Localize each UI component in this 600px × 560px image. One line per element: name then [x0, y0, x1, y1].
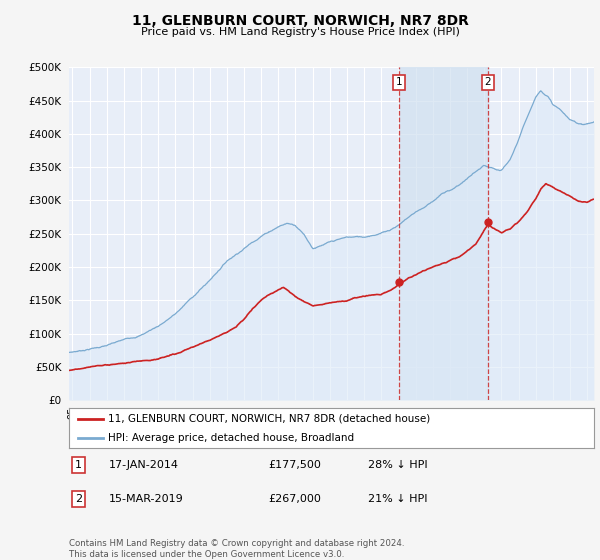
Text: HPI: Average price, detached house, Broadland: HPI: Average price, detached house, Broa…: [109, 433, 355, 443]
Text: 1: 1: [75, 460, 82, 470]
Text: 15-MAR-2019: 15-MAR-2019: [109, 494, 183, 504]
Text: 17-JAN-2014: 17-JAN-2014: [109, 460, 178, 470]
Text: 11, GLENBURN COURT, NORWICH, NR7 8DR: 11, GLENBURN COURT, NORWICH, NR7 8DR: [131, 14, 469, 28]
Text: 28% ↓ HPI: 28% ↓ HPI: [368, 460, 428, 470]
Bar: [399, 67, 488, 400]
Text: £267,000: £267,000: [269, 494, 322, 504]
Text: 21% ↓ HPI: 21% ↓ HPI: [368, 494, 428, 504]
Text: 2: 2: [75, 494, 82, 504]
Text: 11, GLENBURN COURT, NORWICH, NR7 8DR (detached house): 11, GLENBURN COURT, NORWICH, NR7 8DR (de…: [109, 414, 431, 424]
Text: 1: 1: [396, 77, 403, 87]
Text: Contains HM Land Registry data © Crown copyright and database right 2024.
This d: Contains HM Land Registry data © Crown c…: [69, 539, 404, 559]
Text: 2: 2: [484, 77, 491, 87]
Text: Price paid vs. HM Land Registry's House Price Index (HPI): Price paid vs. HM Land Registry's House …: [140, 27, 460, 37]
Text: £177,500: £177,500: [269, 460, 322, 470]
